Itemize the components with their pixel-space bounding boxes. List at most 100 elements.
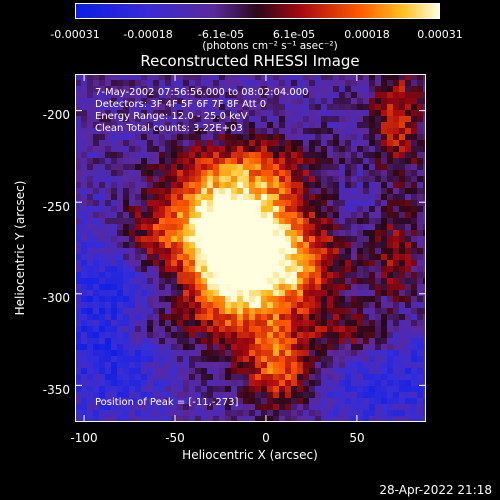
heatmap-cell: [195, 200, 202, 207]
heatmap-cell: [339, 290, 346, 297]
heatmap-cell: [189, 344, 196, 351]
heatmap-cell: [75, 122, 82, 129]
heatmap-cell: [219, 146, 226, 153]
heatmap-cell: [339, 380, 346, 387]
heatmap-cell: [153, 224, 160, 231]
heatmap-cell: [351, 356, 358, 363]
heatmap-cell: [219, 290, 226, 297]
heatmap-cell: [291, 284, 298, 291]
heatmap-cell: [381, 170, 388, 177]
heatmap-cell: [279, 350, 286, 357]
heatmap-cell: [99, 356, 106, 363]
heatmap-cell: [81, 110, 88, 117]
heatmap-cell: [213, 416, 220, 422]
heatmap-cell: [207, 158, 214, 165]
heatmap-cell: [147, 158, 154, 165]
heatmap-cell: [207, 248, 214, 255]
heatmap-cell: [363, 356, 370, 363]
heatmap-cell: [381, 386, 388, 393]
heatmap-cell: [297, 128, 304, 135]
heatmap-cell: [141, 80, 148, 87]
heatmap-cell: [171, 386, 178, 393]
heatmap-cell: [399, 278, 406, 285]
heatmap-cell: [141, 74, 148, 81]
heatmap-cell: [417, 338, 424, 345]
heatmap-cell: [273, 392, 280, 399]
heatmap-cell: [423, 326, 426, 333]
heatmap-cell: [213, 398, 220, 405]
heatmap-cell: [237, 152, 244, 159]
heatmap-cell: [123, 230, 130, 237]
heatmap-cell: [303, 416, 310, 422]
heatmap-cell: [243, 350, 250, 357]
heatmap-cell: [261, 296, 268, 303]
heatmap-cell: [195, 266, 202, 273]
heatmap-cell: [381, 164, 388, 171]
heatmap-cell: [399, 152, 406, 159]
heatmap-cell: [219, 350, 226, 357]
heatmap-cell: [405, 248, 412, 255]
heatmap-cell: [117, 152, 124, 159]
heatmap-cell: [375, 122, 382, 129]
heatmap-cell: [285, 98, 292, 105]
heatmap-cell: [81, 146, 88, 153]
heatmap-cell: [147, 92, 154, 99]
heatmap-cell: [267, 266, 274, 273]
heatmap-cell: [423, 368, 426, 375]
heatmap-cell: [405, 92, 412, 99]
heatmap-cell: [249, 410, 256, 417]
heatmap-cell: [165, 386, 172, 393]
heatmap-cell: [303, 224, 310, 231]
heatmap-cell: [375, 212, 382, 219]
heatmap-cell: [117, 110, 124, 117]
heatmap-cell: [405, 206, 412, 213]
heatmap-cell: [177, 122, 184, 129]
heatmap-cell: [351, 116, 358, 123]
heatmap-cell: [411, 134, 418, 141]
heatmap-cell: [243, 134, 250, 141]
heatmap-cell: [405, 230, 412, 237]
heatmap-cell: [135, 308, 142, 315]
heatmap-cell: [141, 416, 148, 422]
heatmap-cell: [399, 98, 406, 105]
heatmap-cell: [129, 332, 136, 339]
heatmap-cell: [357, 116, 364, 123]
heatmap-cell: [249, 140, 256, 147]
heatmap-cell: [195, 98, 202, 105]
heatmap-cell: [189, 296, 196, 303]
heatmap-cell: [351, 224, 358, 231]
heatmap-cell: [93, 224, 100, 231]
heatmap-cell: [219, 380, 226, 387]
heatmap-cell: [363, 92, 370, 99]
heatmap-cell: [261, 320, 268, 327]
heatmap-cell: [81, 290, 88, 297]
heatmap-cell: [333, 74, 340, 81]
heatmap-cell: [237, 248, 244, 255]
heatmap-cell: [165, 308, 172, 315]
heatmap-cell: [405, 350, 412, 357]
heatmap-cell: [345, 296, 352, 303]
heatmap-cell: [369, 176, 376, 183]
heatmap-cell: [333, 230, 340, 237]
heatmap-cell: [165, 278, 172, 285]
heatmap-cell: [417, 140, 424, 147]
heatmap-cell: [207, 266, 214, 273]
heatmap-cell: [309, 182, 316, 189]
heatmap-cell: [87, 326, 94, 333]
heatmap-cell: [279, 176, 286, 183]
heatmap-cell: [309, 290, 316, 297]
heatmap-cells: [75, 74, 426, 422]
heatmap-cell: [147, 212, 154, 219]
heatmap-cell: [357, 404, 364, 411]
heatmap-cell: [417, 278, 424, 285]
heatmap-cell: [225, 356, 232, 363]
heatmap-cell: [333, 398, 340, 405]
heatmap-cell: [387, 416, 394, 422]
heatmap-cell: [297, 248, 304, 255]
heatmap-cell: [207, 236, 214, 243]
heatmap-cell: [375, 206, 382, 213]
heatmap-cell: [231, 176, 238, 183]
heatmap-cell: [273, 362, 280, 369]
heatmap-cell: [207, 188, 214, 195]
heatmap-cell: [99, 380, 106, 387]
